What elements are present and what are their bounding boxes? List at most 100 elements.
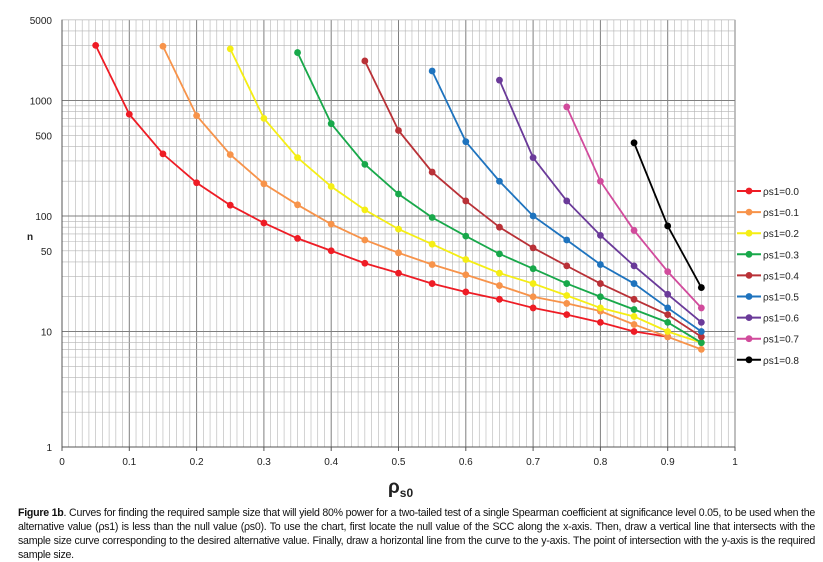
data-point: [563, 311, 571, 319]
data-point: [630, 227, 638, 234]
data-point: [462, 288, 470, 296]
x-tick-label: 0.4: [324, 457, 338, 468]
legend-swatch-marker: [745, 356, 753, 364]
x-tick-label: 0.2: [190, 457, 204, 468]
legend-swatch-marker: [745, 335, 753, 343]
data-point: [697, 284, 705, 291]
x-axis-label: ρs0: [388, 477, 413, 500]
data-point: [462, 271, 470, 279]
data-point: [563, 280, 571, 287]
data-point: [294, 201, 301, 209]
y-axis-label: n: [27, 232, 33, 243]
data-point: [260, 114, 268, 122]
data-point: [597, 177, 604, 185]
data-point: [597, 293, 604, 301]
data-point: [563, 236, 571, 244]
legend-label: ρs1=0.7: [763, 335, 799, 346]
legend-swatch-marker: [745, 208, 753, 216]
x-tick-label: 0.6: [459, 457, 473, 468]
y-tick-label: 10: [41, 328, 53, 339]
data-point: [361, 259, 369, 267]
axes: 0 0.1 0.2 0.3 0.4 0.5 0.6 0.7 0.8 0.9 1 1 10 50 100 500…: [30, 16, 738, 468]
data-point: [529, 265, 537, 273]
data-point: [630, 295, 638, 303]
data-point: [361, 206, 369, 214]
data-point: [496, 295, 503, 303]
data-point: [496, 269, 503, 277]
series-6: [496, 76, 705, 326]
data-point: [496, 250, 503, 258]
data-point: [630, 321, 638, 328]
data-point: [630, 306, 638, 313]
data-point: [597, 261, 604, 268]
y-tick-label: 1000: [30, 97, 53, 108]
data-point: [597, 231, 604, 239]
data-point: [294, 49, 301, 56]
data-point: [664, 318, 672, 326]
data-point: [294, 154, 301, 162]
sample-size-chart: 0 0.1 0.2 0.3 0.4 0.5 0.6 0.7 0.8 0.9 1 1 10 50 100 500…: [27, 16, 799, 500]
legend-swatch-marker: [745, 272, 753, 279]
legend-label: ρs1=0.6: [763, 314, 799, 325]
data-point: [529, 304, 537, 312]
data-point: [159, 150, 167, 158]
data-point: [327, 120, 335, 128]
data-point: [226, 201, 234, 209]
legend-item: ρs1=0.1: [737, 208, 799, 219]
data-point: [630, 328, 638, 335]
legend-label: ρs1=0.3: [763, 250, 799, 261]
data-point: [327, 183, 335, 190]
series-5: [428, 67, 705, 335]
data-point: [664, 328, 672, 335]
caption-label: Figure 1b: [18, 507, 64, 519]
legend: ρs1=0.0 ρs1=0.1 ρs1=0.2 ρs1=0.3 ρs1=0.4 ρs1=0…: [737, 187, 799, 367]
data-point: [260, 219, 268, 227]
legend-item: ρs1=0.4: [737, 271, 799, 282]
data-point: [664, 304, 672, 312]
data-point: [327, 220, 335, 228]
data-point: [697, 318, 705, 326]
data-point: [361, 57, 369, 65]
x-tick-label: 0: [59, 457, 65, 468]
data-point: [92, 41, 100, 49]
legend-label: ρs1=0.2: [763, 229, 799, 240]
data-point: [428, 280, 436, 287]
series-line: [94, 44, 668, 338]
data-point: [563, 103, 571, 111]
data-point: [462, 232, 470, 240]
data-point: [664, 268, 672, 276]
legend-swatch-marker: [745, 229, 753, 237]
legend-item: ρs1=0.3: [737, 250, 799, 261]
legend-label: ρs1=0.8: [763, 356, 799, 367]
data-point: [193, 112, 201, 120]
data-point: [563, 300, 571, 307]
data-point: [361, 160, 369, 168]
series-8: [630, 139, 705, 291]
x-tick-label: 1: [732, 457, 738, 468]
series-0: [92, 41, 672, 341]
y-tick-label: 1: [46, 443, 52, 454]
series-1: [159, 42, 705, 353]
data-point: [563, 197, 571, 205]
y-tick-label: 100: [35, 212, 52, 223]
data-point: [193, 179, 201, 187]
data-point: [226, 45, 234, 53]
x-tick-label: 0.1: [122, 457, 136, 468]
legend-item: ρs1=0.5: [737, 293, 799, 304]
legend-swatch-marker: [745, 314, 753, 321]
legend-label: ρs1=0.0: [763, 187, 799, 198]
x-tick-label: 0.7: [526, 457, 540, 468]
data-point: [697, 304, 705, 312]
data-point: [395, 127, 402, 134]
data-point: [697, 345, 705, 353]
x-tick-label: 0.8: [593, 457, 607, 468]
data-point: [664, 333, 672, 341]
legend-item: ρs1=0.0: [737, 187, 799, 198]
x-axis-label-main: ρ: [388, 477, 400, 498]
legend-swatch-marker: [745, 250, 753, 258]
data-point: [529, 244, 537, 252]
legend-item: ρs1=0.8: [737, 356, 799, 367]
data-point: [496, 282, 503, 289]
data-point: [462, 197, 470, 205]
x-axis-label-sub: s0: [400, 486, 414, 500]
